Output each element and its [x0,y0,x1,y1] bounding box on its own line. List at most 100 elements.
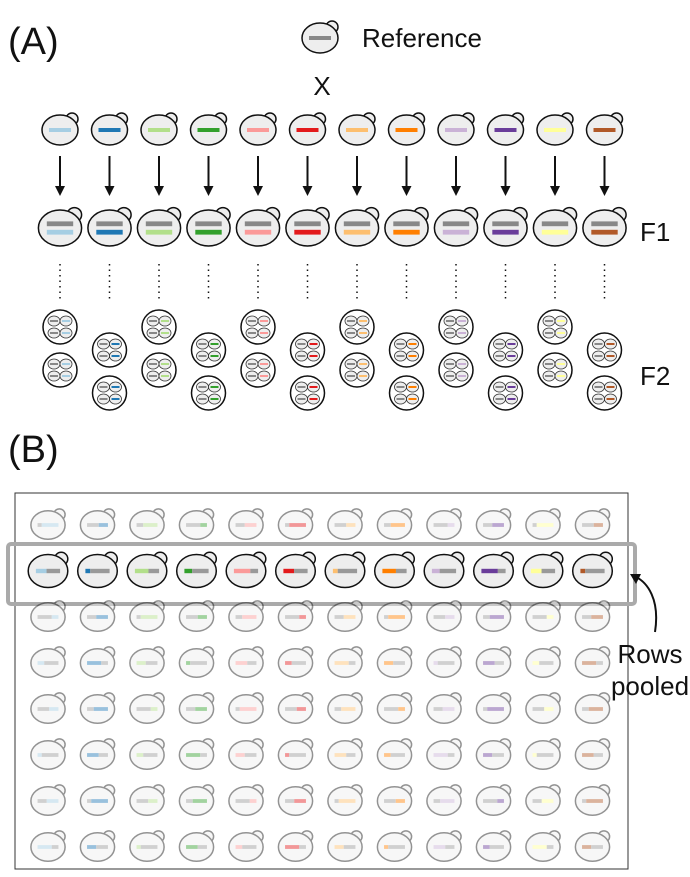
barcode [594,128,616,132]
barcode [99,523,108,527]
barcode [285,799,294,803]
cell [328,509,362,539]
barcode [508,386,516,388]
cell [80,509,114,539]
cell-body [38,210,81,246]
cell [476,739,510,769]
barcode [589,707,603,711]
barcode [87,845,96,849]
cell [229,509,263,539]
barcode [245,523,257,527]
barcode [310,355,318,357]
barcode [260,332,268,334]
cell [130,647,164,677]
cell [526,739,560,769]
barcode [487,707,504,711]
barcode [87,753,99,757]
barcode [384,845,388,849]
arrow-head [600,186,610,196]
cell [484,208,527,246]
cell [31,739,65,769]
cell [575,693,609,723]
barcode [497,799,504,803]
barcode [445,128,467,132]
barcode [90,569,109,573]
tetrad [43,353,77,387]
barcode [38,753,42,757]
barcode [446,332,454,334]
cell [88,208,131,246]
cross-symbol: X [313,71,330,101]
barcode [483,799,497,803]
barcode [438,661,455,665]
cell [80,739,114,769]
cell-body [533,210,576,246]
cell [302,21,338,53]
cell [537,113,573,145]
cell [375,552,415,587]
barcode [398,707,405,711]
barcode [146,661,158,665]
barcode [285,523,289,527]
barcode [582,707,589,711]
barcode [195,707,207,711]
barcode [344,221,370,226]
barcode [38,845,52,849]
barcode [236,753,245,757]
barcode [211,386,219,388]
tetrad [241,310,275,344]
barcode [335,707,342,711]
barcode [44,661,58,665]
barcode [245,753,257,757]
barcode [443,221,469,226]
barcode [537,523,554,527]
barcode [42,753,59,757]
barcode [186,661,190,665]
cell [583,208,626,246]
cell [42,113,78,145]
barcode [260,363,268,365]
barcode [135,569,149,573]
barcode [542,230,568,235]
barcode [143,753,157,757]
barcode [50,363,58,365]
cell [575,647,609,677]
barcode [100,355,108,357]
barcode [199,355,207,357]
barcode [397,343,405,345]
barcode [458,363,466,365]
barcode [586,799,603,803]
tetrad [291,333,325,367]
tetrad [340,353,374,387]
barcode [42,523,59,527]
barcode [448,523,455,527]
barcode [347,363,355,365]
barcode [186,615,198,619]
arrow-head [451,186,461,196]
barcode [250,569,258,573]
cell [31,509,65,539]
tetrad [588,376,622,410]
cell [476,647,510,677]
figure: (A) Reference X F1 F2 (B) Rows pooled [0,0,690,877]
barcode [236,845,243,849]
barcode [396,799,405,803]
barcode [199,386,207,388]
annotation: pooled [611,671,689,701]
barcode [310,398,318,400]
cell [80,831,114,861]
barcode [388,615,405,619]
cell [533,208,576,246]
barcode [247,128,269,132]
cell [278,693,312,723]
barcode [495,128,517,132]
barcode [582,753,594,757]
cell [424,552,464,587]
barcode [595,386,603,388]
barcode [112,386,120,388]
barcode [199,398,207,400]
barcode [533,615,547,619]
barcode [112,343,120,345]
barcode [446,363,454,365]
barcode [248,332,256,334]
